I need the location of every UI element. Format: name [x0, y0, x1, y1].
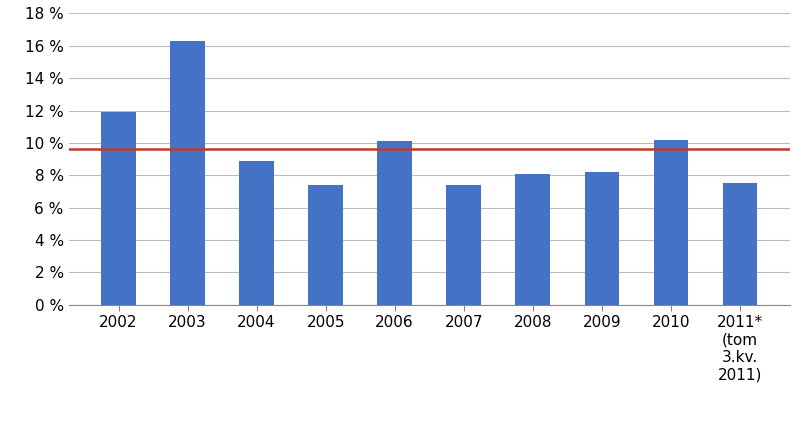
- Bar: [654, 140, 688, 305]
- Bar: [102, 112, 136, 305]
- Bar: [722, 183, 757, 305]
- Bar: [447, 185, 481, 305]
- Bar: [170, 41, 205, 305]
- Bar: [239, 161, 274, 305]
- Bar: [377, 141, 412, 305]
- Bar: [516, 173, 550, 305]
- Bar: [584, 172, 619, 305]
- Bar: [309, 185, 343, 305]
